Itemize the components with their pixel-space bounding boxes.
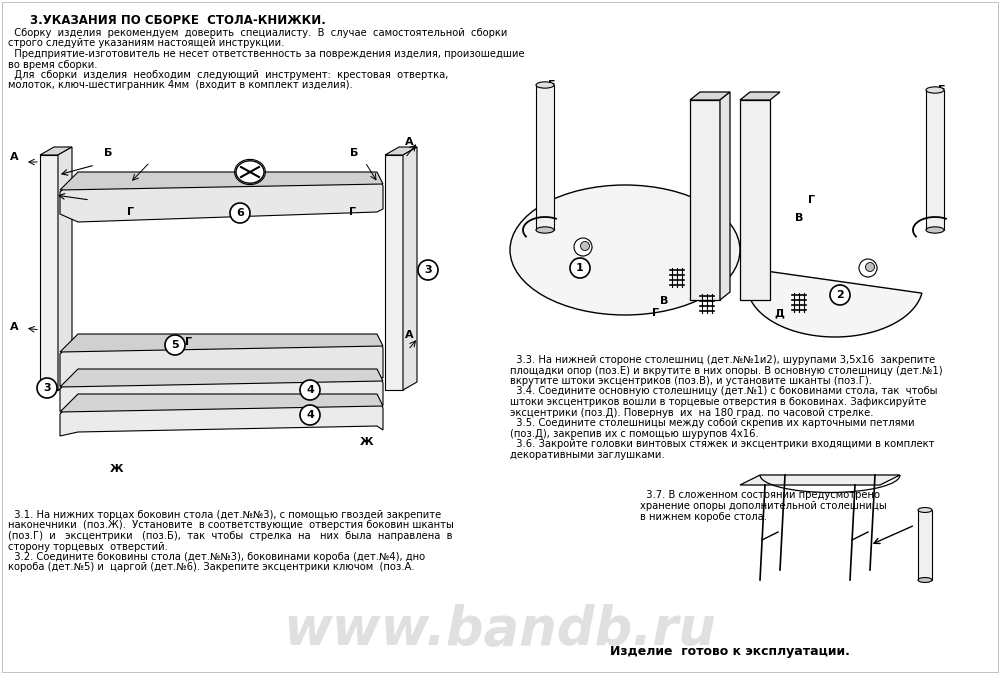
- Text: 3.1. На нижних торцах боковин стола (дет.№№3), с помощью гвоздей закрепите: 3.1. На нижних торцах боковин стола (дет…: [8, 510, 441, 520]
- Text: А: А: [10, 152, 19, 162]
- Text: 3.2. Соедините боковины стола (дет.№№3), боковинами короба (дет.№4), дно: 3.2. Соедините боковины стола (дет.№№3),…: [8, 552, 425, 562]
- Circle shape: [859, 259, 877, 277]
- Polygon shape: [40, 147, 72, 155]
- Polygon shape: [40, 155, 58, 390]
- Text: 4: 4: [306, 385, 314, 395]
- Text: Д: Д: [774, 308, 784, 318]
- Text: Ж: Ж: [360, 437, 374, 447]
- Text: (поз.Д), закрепив их с помощью шурупов 4х16.: (поз.Д), закрепив их с помощью шурупов 4…: [510, 429, 759, 439]
- Circle shape: [300, 405, 320, 425]
- Circle shape: [37, 378, 57, 398]
- Circle shape: [418, 260, 438, 280]
- Polygon shape: [60, 371, 383, 411]
- Text: А: А: [405, 330, 414, 340]
- Text: 3.6. Закройте головки винтовых стяжек и эксцентрики входящими в комплект: 3.6. Закройте головки винтовых стяжек и …: [510, 439, 934, 449]
- Circle shape: [580, 241, 590, 251]
- Text: штоки эксцентриков вошли в торцевые отверстия в боковинах. Зафиксируйте: штоки эксцентриков вошли в торцевые отве…: [510, 397, 926, 407]
- Text: 4: 4: [306, 410, 314, 420]
- Polygon shape: [60, 174, 383, 222]
- Circle shape: [230, 203, 250, 223]
- Text: молоток, ключ-шестигранник 4мм  (входит в комплект изделия).: молоток, ключ-шестигранник 4мм (входит в…: [8, 80, 353, 90]
- Ellipse shape: [236, 161, 264, 183]
- Circle shape: [866, 262, 874, 272]
- Text: Г: Г: [808, 195, 815, 205]
- Text: А: А: [405, 137, 414, 147]
- Polygon shape: [918, 510, 932, 580]
- Circle shape: [574, 238, 592, 256]
- Ellipse shape: [918, 508, 932, 512]
- Circle shape: [570, 258, 590, 278]
- Text: Е: Е: [548, 80, 556, 90]
- Text: Б: Б: [104, 148, 112, 158]
- Polygon shape: [385, 155, 403, 390]
- Text: www.bandb.ru: www.bandb.ru: [284, 604, 716, 656]
- Polygon shape: [536, 85, 554, 230]
- Text: 5: 5: [171, 340, 179, 350]
- Ellipse shape: [536, 227, 554, 233]
- Polygon shape: [60, 369, 383, 387]
- Text: 2: 2: [836, 290, 844, 300]
- Text: сторону торцевых  отверстий.: сторону торцевых отверстий.: [8, 541, 168, 551]
- Ellipse shape: [926, 87, 944, 93]
- Text: Сборку  изделия  рекомендуем  доверить  специалисту.  В  случае  самостоятельной: Сборку изделия рекомендуем доверить спец…: [8, 28, 507, 38]
- Text: во время сборки.: во время сборки.: [8, 59, 98, 69]
- Text: Г: Г: [127, 207, 134, 217]
- Text: наконечники  (поз.Ж).  Установите  в соответствующие  отверстия боковин шканты: наконечники (поз.Ж). Установите в соотве…: [8, 520, 454, 530]
- Text: А: А: [10, 322, 19, 332]
- Polygon shape: [58, 147, 72, 390]
- Polygon shape: [60, 396, 383, 436]
- Text: Изделие  готово к эксплуатации.: Изделие готово к эксплуатации.: [610, 645, 850, 658]
- Text: 3.5. Соедините столешницы между собой скрепив их карточными петлями: 3.5. Соедините столешницы между собой ск…: [510, 418, 915, 428]
- Ellipse shape: [536, 82, 554, 88]
- Ellipse shape: [926, 227, 944, 233]
- Circle shape: [165, 335, 185, 355]
- Text: Для  сборки  изделия  необходим  следующий  инструмент:  крестовая  отвертка,: Для сборки изделия необходим следующий и…: [8, 70, 448, 80]
- Polygon shape: [926, 90, 944, 230]
- Text: хранение опоры дополнительной столешницы: хранение опоры дополнительной столешницы: [640, 501, 887, 511]
- Text: 3.4. Соедините основную столешницу (дет.№1) с боковинами стола, так  чтобы: 3.4. Соедините основную столешницу (дет.…: [510, 386, 938, 396]
- Text: декоративными заглушками.: декоративными заглушками.: [510, 450, 665, 460]
- Text: площадки опор (поз.Е) и вкрутите в них опоры. В основную столешницу (дет.№1): площадки опор (поз.Е) и вкрутите в них о…: [510, 365, 943, 375]
- Text: В: В: [660, 296, 668, 306]
- Text: 3.7. В сложенном состоянии предусмотрено: 3.7. В сложенном состоянии предусмотрено: [640, 490, 880, 500]
- Text: Г: Г: [349, 207, 356, 217]
- Text: 6: 6: [236, 208, 244, 218]
- Polygon shape: [403, 147, 417, 390]
- Polygon shape: [690, 92, 730, 100]
- Text: 3.3. На нижней стороне столешниц (дет.№№1и2), шурупами 3,5х16  закрепите: 3.3. На нижней стороне столешниц (дет.№№…: [510, 355, 935, 365]
- Circle shape: [830, 285, 850, 305]
- Text: 3: 3: [43, 383, 51, 393]
- Ellipse shape: [918, 578, 932, 582]
- Polygon shape: [747, 269, 922, 337]
- Polygon shape: [60, 336, 383, 386]
- Ellipse shape: [510, 185, 740, 315]
- Text: строго следуйте указаниям настоящей инструкции.: строго следуйте указаниям настоящей инст…: [8, 38, 284, 49]
- Circle shape: [300, 380, 320, 400]
- Text: Б: Б: [350, 148, 358, 158]
- Text: эксцентрики (поз.Д). Повернув  их  на 180 град. по часовой стрелке.: эксцентрики (поз.Д). Повернув их на 180 …: [510, 408, 874, 417]
- Polygon shape: [60, 394, 383, 412]
- Text: В: В: [795, 213, 803, 223]
- Text: короба (дет.№5) и  царгой (дет.№6). Закрепите эксцентрики ключом  (поз.А.: короба (дет.№5) и царгой (дет.№6). Закре…: [8, 563, 415, 572]
- Text: 3.УКАЗАНИЯ ПО СБОРКЕ  СТОЛА-КНИЖКИ.: 3.УКАЗАНИЯ ПО СБОРКЕ СТОЛА-КНИЖКИ.: [30, 14, 326, 27]
- Text: Ж: Ж: [110, 464, 124, 474]
- Text: 3: 3: [424, 265, 432, 275]
- Polygon shape: [720, 92, 730, 300]
- Polygon shape: [740, 475, 900, 485]
- Polygon shape: [385, 147, 417, 155]
- Text: Предприятие-изготовитель не несет ответственность за повреждения изделия, произо: Предприятие-изготовитель не несет ответс…: [8, 49, 525, 59]
- Text: Г: Г: [652, 308, 659, 318]
- Text: 1: 1: [576, 263, 584, 273]
- Text: (поз.Г)  и   эксцентрики   (поз.Б),  так  чтобы  стрелка  на   них  была  направ: (поз.Г) и эксцентрики (поз.Б), так чтобы…: [8, 531, 452, 541]
- Polygon shape: [60, 334, 383, 352]
- Polygon shape: [60, 172, 383, 190]
- Text: вкрутите штоки эксцентриков (поз.В), и установите шканты (поз.Г).: вкрутите штоки эксцентриков (поз.В), и у…: [510, 376, 872, 386]
- Polygon shape: [690, 100, 720, 300]
- Text: Г: Г: [185, 337, 192, 347]
- Text: в нижнем коробе стола.: в нижнем коробе стола.: [640, 512, 767, 522]
- Text: Е: Е: [938, 85, 946, 95]
- Polygon shape: [740, 100, 770, 300]
- Polygon shape: [740, 92, 780, 100]
